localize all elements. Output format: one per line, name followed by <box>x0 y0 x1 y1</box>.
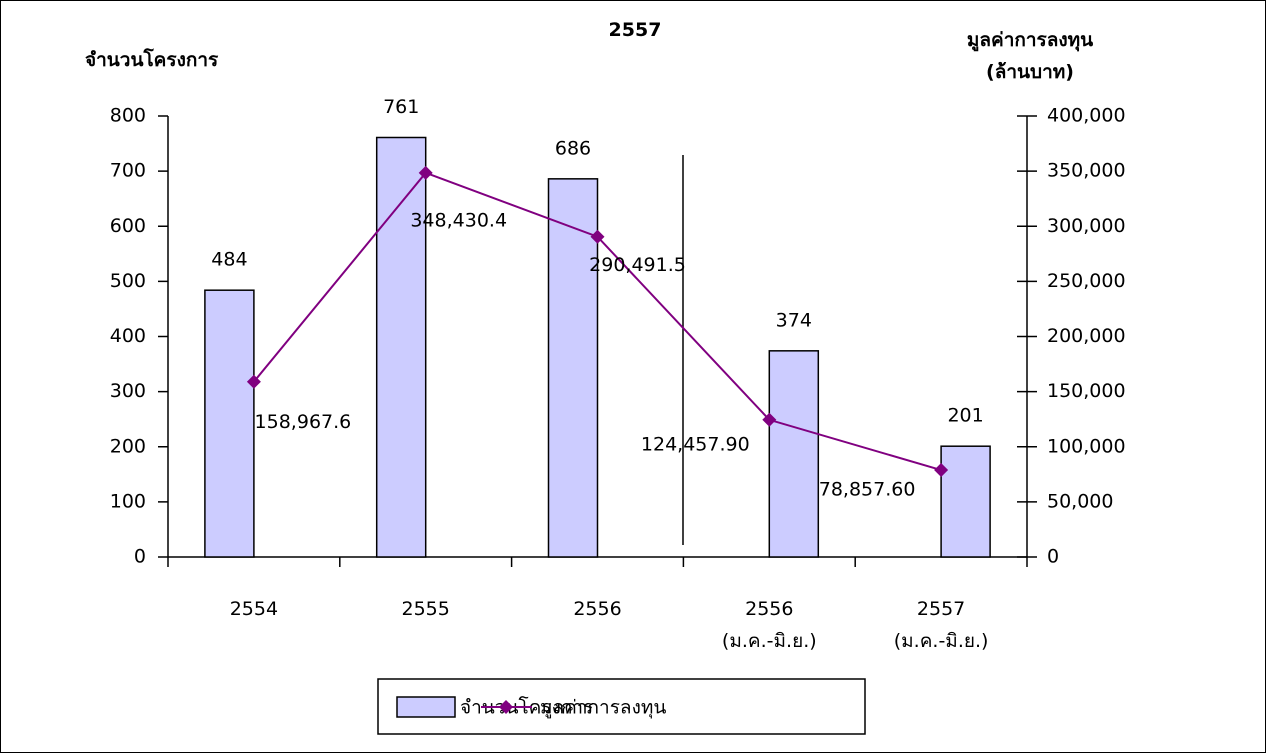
x-tick-label: 2557 (ม.ค.-มิ.ย.) <box>893 598 989 652</box>
bar <box>204 289 255 558</box>
x-tick-label: 2556 <box>573 598 622 620</box>
bar-value-label: 374 <box>776 309 812 331</box>
chart-title: 2557 <box>608 19 662 41</box>
bar-value-label: 686 <box>555 137 591 159</box>
y-tick-label: 700 <box>110 160 146 182</box>
line-marker <box>934 463 949 478</box>
y2-tick-label: 250,000 <box>1047 270 1126 292</box>
y-tick-label: 300 <box>110 380 146 402</box>
line-value-label: 158,967.6 <box>255 411 352 433</box>
bar <box>547 178 599 558</box>
line-marker <box>762 412 777 427</box>
line-value-label: 78,857.60 <box>819 479 916 501</box>
y2-tick-label: 350,000 <box>1047 160 1126 182</box>
y2-tick-label: 300,000 <box>1047 215 1126 237</box>
y-tick-label: 500 <box>110 270 146 292</box>
y-tick-label: 100 <box>110 490 146 512</box>
y-tick-label: 600 <box>110 215 146 237</box>
legend-label: มูลค่าการลงทุน <box>540 697 666 720</box>
y-tick-label: 800 <box>110 105 146 127</box>
y-axis-label: จำนวนโครงการ <box>85 49 219 71</box>
line-marker <box>246 374 261 389</box>
y-tick-label: 0 <box>134 546 146 568</box>
bar-value-label: 201 <box>947 405 983 427</box>
bar <box>768 350 820 558</box>
bar <box>375 136 427 558</box>
line-marker <box>418 165 433 180</box>
line-value-label: 348,430.4 <box>410 209 507 231</box>
legend-box <box>377 678 866 735</box>
y2-axis-label: มูลค่าการลงทุน (ล้านบาท) <box>966 29 1094 83</box>
line-value-label: 290,491.5 <box>589 254 686 276</box>
legend-swatch <box>396 696 456 718</box>
line-marker <box>590 229 605 244</box>
legend-marker <box>499 700 513 714</box>
bar-value-label: 484 <box>211 249 247 271</box>
y-tick-label: 200 <box>110 435 146 457</box>
y2-tick-label: 0 <box>1047 546 1059 568</box>
y2-tick-label: 100,000 <box>1047 435 1126 457</box>
line-value-label: 124,457.90 <box>641 433 750 455</box>
x-tick-label: 2554 <box>229 598 279 620</box>
y2-tick-label: 200,000 <box>1047 325 1126 347</box>
bar <box>940 445 991 558</box>
y-tick-label: 400 <box>110 325 146 347</box>
x-tick-label: 2556 (ม.ค.-มิ.ย.) <box>721 598 817 652</box>
y2-tick-label: 400,000 <box>1047 105 1126 127</box>
y2-tick-label: 50,000 <box>1047 490 1113 512</box>
x-tick-label: 2555 <box>401 598 450 620</box>
bar-value-label: 761 <box>383 96 419 118</box>
y2-tick-label: 150,000 <box>1047 380 1126 402</box>
